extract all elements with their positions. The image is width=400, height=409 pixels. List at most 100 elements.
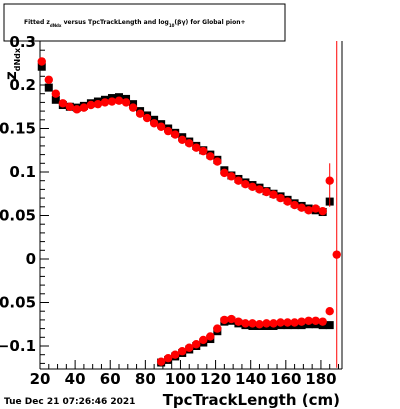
data-point-circle: [149, 119, 159, 128]
data-point-circle: [93, 99, 103, 109]
data-point-circle: [185, 343, 194, 352]
data-point-circle: [58, 99, 68, 108]
data-point-circle: [65, 102, 75, 111]
plot-frame: [39, 41, 343, 370]
data-point-circle: [304, 316, 313, 325]
data-point-circle: [178, 347, 187, 356]
data-point-circle-outlier: [332, 250, 341, 259]
data-point-circle: [318, 206, 327, 216]
data-point-circle: [262, 319, 271, 328]
axis-ticks: [39, 49, 339, 369]
chart-title-box: Fitted zdNdx versus TpcTrackLength and l…: [3, 3, 286, 42]
data-point-circle: [121, 98, 131, 107]
data-point-circle: [100, 98, 110, 107]
data-point-circle: [255, 320, 264, 329]
data-point-circle: [255, 185, 264, 194]
data-point-circle: [276, 318, 285, 327]
data-point-circle: [269, 319, 278, 328]
y-tick-label-top: 0.3: [9, 33, 36, 51]
data-point-circle: [311, 204, 320, 213]
y-tick-label: −0.05: [0, 294, 36, 312]
data-point-circle: [220, 168, 229, 178]
y-tick-label: 0.1: [9, 163, 36, 181]
x-tick-label: 120: [200, 370, 231, 388]
data-point-circle: [37, 57, 46, 66]
data-point-circle: [290, 200, 299, 210]
y-tick-label: 0.05: [0, 207, 36, 225]
y-tick-label: 0.2: [9, 76, 36, 94]
data-point-circle: [79, 103, 89, 112]
data-point-circle: [290, 318, 299, 327]
data-point-circle: [163, 353, 173, 363]
data-point-circle: [248, 182, 257, 191]
x-tick-label: 180: [305, 370, 336, 388]
data-point-circle: [206, 332, 215, 341]
y-tick-labels: −0.1 −0.05 0 0.05 0.1 0.15 0.2: [0, 76, 36, 355]
data-point-circle: [269, 190, 278, 199]
data-point-square: [325, 321, 334, 330]
data-point-circle: [241, 179, 250, 189]
data-point-circle: [297, 317, 306, 326]
data-point-circle: [234, 317, 243, 326]
x-tick-label: 140: [235, 370, 266, 388]
data-point-circle: [114, 96, 124, 105]
data-point-circle: [156, 122, 166, 131]
data-point-circle: [325, 176, 334, 185]
data-point-circle: [241, 319, 250, 328]
data-point-circle: [220, 315, 229, 325]
x-tick-label: 100: [165, 370, 196, 388]
data-point-circle: [170, 350, 180, 359]
data-point-circle: [135, 109, 145, 118]
data-point-circle: [51, 89, 61, 98]
data-point-circle: [311, 316, 320, 325]
data-point-circle: [325, 307, 334, 316]
data-point-circle: [107, 97, 117, 106]
data-point-circle: [227, 314, 236, 324]
data-point-circle: [44, 75, 53, 84]
data-point-circle: [156, 357, 166, 366]
data-point-circle: [72, 105, 82, 114]
data-point-circle: [206, 152, 215, 161]
data-point-circle: [248, 319, 257, 328]
data-point-circle: [199, 335, 208, 345]
data-point-circle: [213, 157, 222, 166]
data-point-circle: [262, 187, 271, 197]
x-tick-label: 60: [100, 370, 121, 388]
chart-title: Fitted zdNdx versus TpcTrackLength and l…: [24, 19, 246, 28]
data-point-circle: [304, 206, 313, 215]
y-tick-label: 0: [26, 250, 36, 268]
data-point-circle: [199, 146, 208, 156]
data-point-circle: [178, 135, 187, 145]
x-tick-label: 40: [65, 370, 86, 388]
data-point-circle: [213, 324, 222, 333]
data-point-circle: [163, 126, 173, 136]
data-point-circle: [170, 130, 180, 139]
data-point-circle: [276, 193, 285, 203]
data-marks: [37, 41, 341, 368]
data-point-square: [44, 83, 53, 92]
data-point-circle: [234, 176, 243, 185]
x-axis-title: TpcTrackLength (cm): [163, 391, 340, 409]
data-point-circle: [283, 197, 292, 206]
x-tick-label: 20: [30, 370, 51, 388]
data-point-circle: [185, 139, 194, 148]
data-point-circle: [192, 340, 201, 349]
y-axis-title: zdNdx: [2, 47, 22, 80]
y-tick-label: 0.15: [0, 120, 36, 138]
timestamp: Tue Dec 21 07:26:46 2021: [4, 397, 135, 407]
x-tick-label: 80: [135, 370, 156, 388]
y-tick-label: −0.1: [0, 337, 36, 355]
data-point-circle: [86, 100, 96, 110]
x-tick-labels: 20 40 60 80 100 120 140 160 180: [30, 370, 337, 388]
data-point-circle: [192, 143, 201, 152]
data-point-circle: [142, 113, 152, 123]
x-tick-label: 160: [270, 370, 301, 388]
data-point-circle: [283, 318, 292, 327]
data-point-circle: [297, 203, 306, 212]
data-point-circle: [318, 317, 327, 326]
data-point-circle: [128, 103, 138, 112]
data-point-square: [51, 95, 60, 104]
data-point-square: [37, 62, 46, 71]
data-point-circle: [227, 172, 236, 181]
